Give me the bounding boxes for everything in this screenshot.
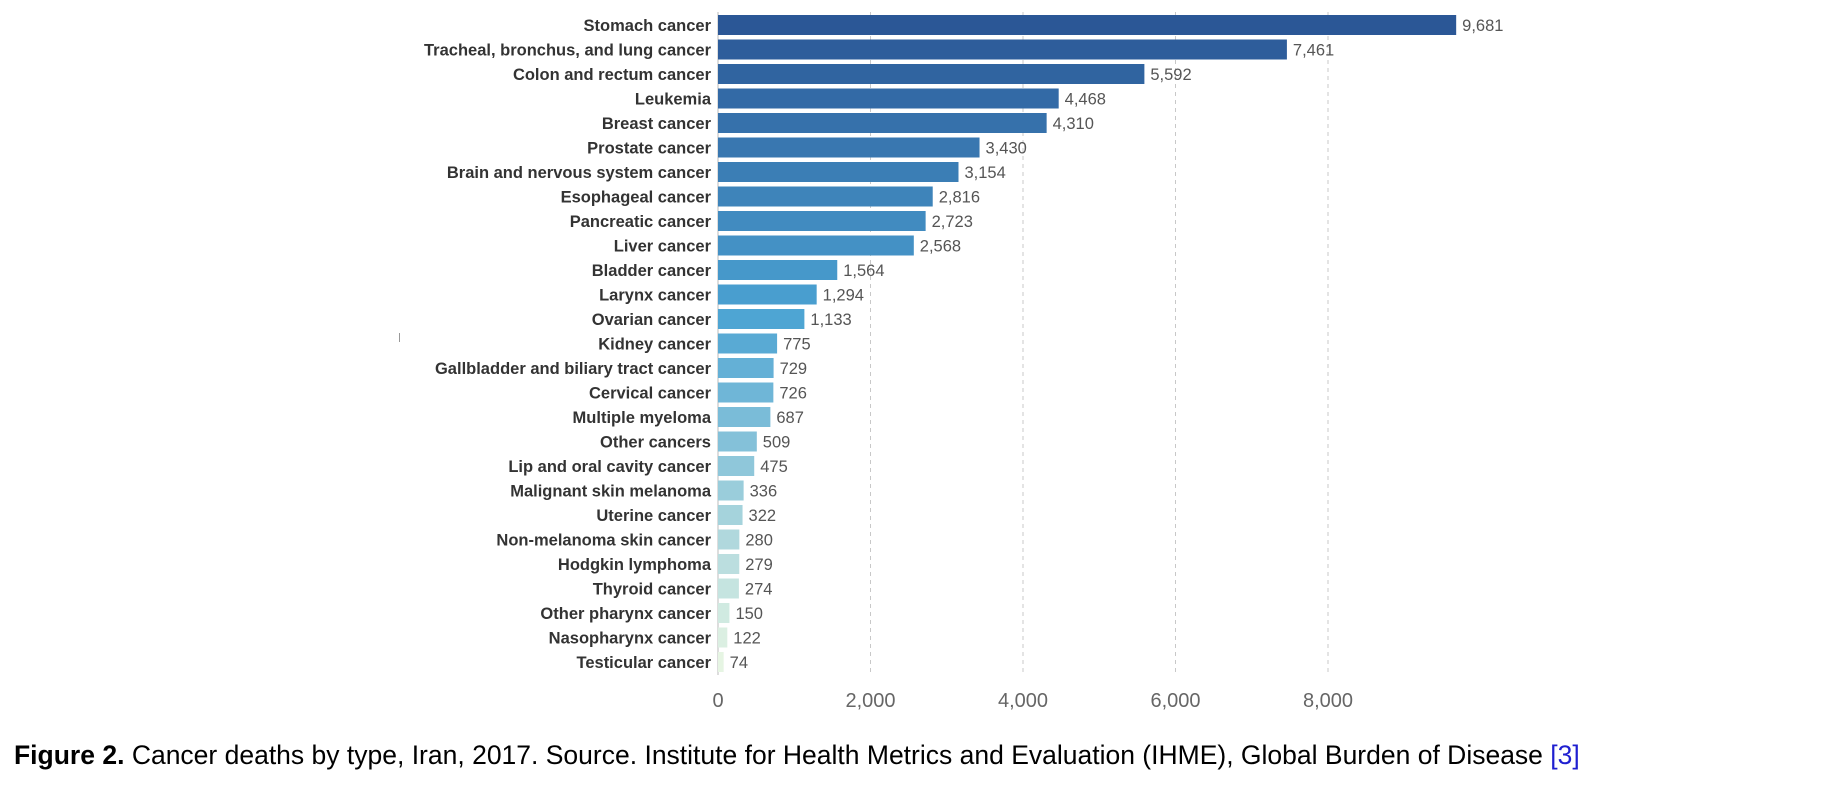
bar [718,627,728,648]
category-label: Tracheal, bronchus, and lung cancer [424,42,712,60]
bar [718,64,1145,84]
value-label: 729 [780,360,808,378]
value-label: 1,564 [843,262,884,280]
category-label: Lip and oral cavity cancer [508,458,711,476]
category-label: Breast cancer [602,115,712,133]
chart: Stomach cancer 9,681 Tracheal, bronchus, a… [424,12,1503,712]
bar [718,162,959,182]
bar [718,529,740,550]
ticks-layer: 0 2,000 4,000 6,000 8,000 [712,690,1353,712]
value-label: 1,133 [810,311,851,329]
figure-caption: Figure 2. Cancer deaths by type, Iran, 2… [14,740,1834,771]
category-label: Colon and rectum cancer [513,66,712,84]
bar [718,333,778,354]
bar [718,554,740,574]
category-label: Stomach cancer [584,17,712,35]
labels-layer: Stomach cancer 9,681 Tracheal, bronchus, a… [424,17,1503,672]
value-label: 2,816 [939,189,980,207]
bar [718,505,743,525]
category-label: Prostate cancer [587,140,711,158]
bar [718,407,771,427]
bar [718,235,914,256]
value-label: 280 [745,532,773,550]
bars-layer [718,15,1457,672]
category-label: Leukemia [635,91,712,109]
value-label: 687 [776,409,804,427]
category-label: Ovarian cancer [592,311,712,329]
value-label: 150 [735,605,763,623]
category-label: Other pharynx cancer [540,605,711,623]
value-label: 3,154 [964,164,1005,182]
value-label: 274 [745,581,773,599]
value-label: 4,310 [1053,115,1094,133]
category-label: Brain and nervous system cancer [447,164,712,182]
category-label: Esophageal cancer [561,189,712,207]
value-label: 122 [733,630,761,648]
bar [718,652,724,672]
bar-chart-svg: Stomach cancer 9,681 Tracheal, bronchus, a… [424,12,1503,712]
category-label: Other cancers [600,434,711,452]
value-label: 726 [779,385,807,403]
value-label: 5,592 [1150,66,1191,84]
bar [718,186,933,207]
value-label: 1,294 [823,287,864,305]
category-label: Cervical cancer [589,385,712,403]
value-label: 509 [763,434,791,452]
bar [718,358,774,378]
category-label: Thyroid cancer [593,581,712,599]
value-label: 279 [745,556,773,574]
bar [718,382,774,403]
category-label: Kidney cancer [598,336,711,354]
bar [718,137,980,158]
value-label: 2,568 [920,238,961,256]
bar [718,309,805,329]
value-label: 74 [730,654,748,672]
bar [718,211,926,231]
bar [718,578,739,599]
category-label: Malignant skin melanoma [510,483,712,501]
category-label: Multiple myeloma [573,409,712,427]
category-label: Bladder cancer [592,262,712,280]
x-tick-label: 0 [712,690,723,712]
value-label: 775 [783,336,811,354]
x-tick-label: 4,000 [998,690,1048,712]
value-label: 7,461 [1293,42,1334,60]
bar [718,15,1457,35]
category-label: Gallbladder and biliary tract cancer [435,360,712,378]
x-tick-label: 8,000 [1303,690,1353,712]
x-tick-label: 6,000 [1150,690,1200,712]
bar [718,480,744,501]
category-label: Nasopharynx cancer [549,630,712,648]
value-label: 2,723 [932,213,973,231]
bar [718,431,757,452]
value-label: 4,468 [1065,91,1106,109]
category-label: Testicular cancer [576,654,711,672]
value-label: 9,681 [1462,17,1503,35]
value-label: 322 [749,507,777,525]
caption-text: Cancer deaths by type, Iran, 2017. Sourc… [124,740,1551,770]
value-label: 3,430 [986,140,1027,158]
reference-link[interactable]: [3] [1550,740,1580,770]
bar [718,88,1059,109]
category-label: Hodgkin lymphoma [558,556,712,574]
value-label: 336 [750,483,778,501]
category-label: Uterine cancer [596,507,711,525]
figure-number: Figure 2. [14,740,125,770]
bar [718,284,817,305]
category-label: Non-melanoma skin cancer [496,532,711,550]
bar [718,113,1047,133]
category-label: Larynx cancer [599,287,711,305]
bar [718,39,1287,60]
x-tick-label: 2,000 [845,690,895,712]
category-label: Liver cancer [614,238,712,256]
bar [718,603,730,623]
category-label: Pancreatic cancer [570,213,712,231]
value-label: 475 [760,458,788,476]
bar [718,260,838,280]
bar [718,456,755,476]
stray-tick-mark [399,333,400,342]
